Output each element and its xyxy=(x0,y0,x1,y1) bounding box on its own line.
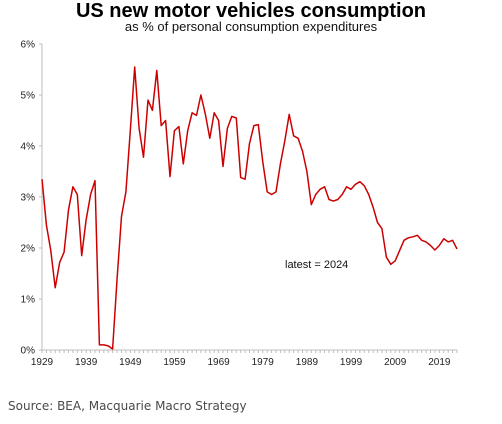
y-tick-label: 4% xyxy=(21,142,36,153)
series-line xyxy=(41,66,458,350)
x-axis: 1929 1939 1949 1959 1969 1979 1989 1999 2009 2019 xyxy=(31,349,458,368)
x-tick-label: 2009 xyxy=(384,357,407,368)
line-chart: 0%1%2%3%4%5%6% 1929 1939 1949 1959 1969 1979 1… xyxy=(21,40,458,368)
y-tick-label: 3% xyxy=(21,193,36,204)
y-tick-label: 2% xyxy=(21,244,36,255)
x-tick-label: 1939 xyxy=(75,357,98,368)
y-tick-label: 0% xyxy=(21,346,36,357)
x-tick-label: 1989 xyxy=(296,357,319,368)
chart-title: US new motor vehicles consumption xyxy=(75,0,427,22)
latest-annotation: latest = 2024 xyxy=(285,259,348,271)
x-tick-label: 1929 xyxy=(31,357,54,368)
source-note: Source: BEA, Macquarie Macro Strategy xyxy=(8,399,247,413)
x-tick-label: 1999 xyxy=(340,357,363,368)
y-tick-label: 1% xyxy=(21,295,36,306)
chart-subtitle: as % of personal consumption expenditure… xyxy=(124,19,378,34)
y-tick-label: 5% xyxy=(21,91,36,102)
x-tick-label: 1959 xyxy=(163,357,186,368)
x-tick-label: 2019 xyxy=(428,357,451,368)
y-axis: 0% 1% 2% 3% 4% 5% 6% xyxy=(21,40,43,357)
x-tick-label: 1979 xyxy=(252,357,275,368)
y-tick-label: 6% xyxy=(21,40,36,51)
x-tick-label: 1969 xyxy=(207,357,230,368)
x-tick-label: 1949 xyxy=(119,357,142,368)
